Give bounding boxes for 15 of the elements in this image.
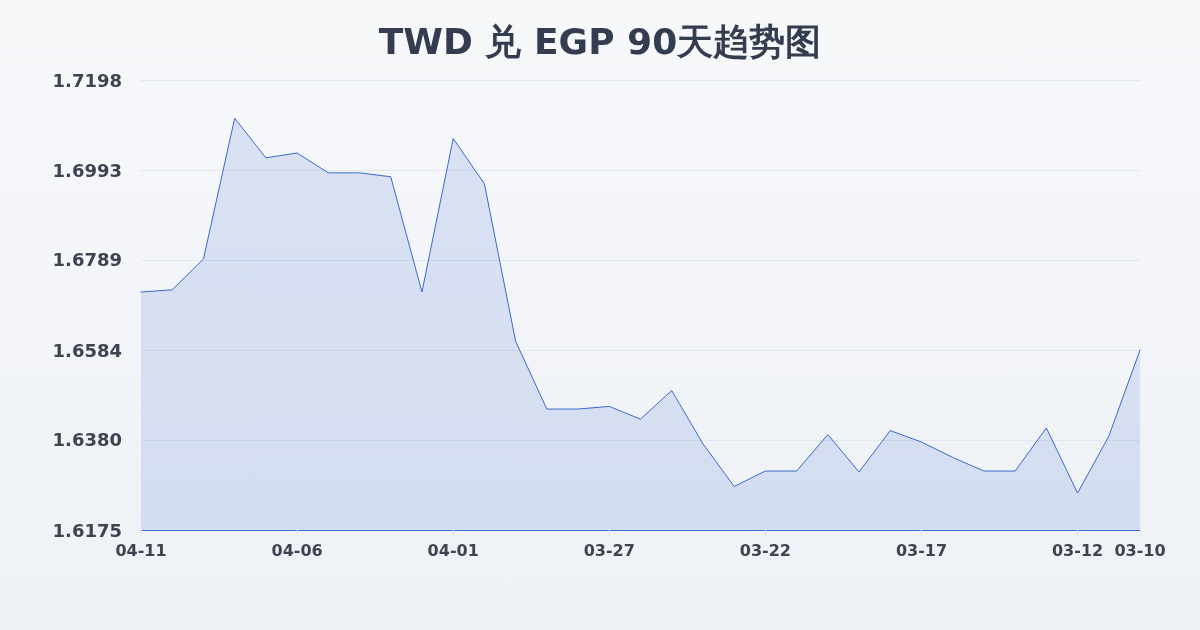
chart-title: TWD 兑 EGP 90天趋势图	[378, 20, 822, 62]
x-tick-label: 03-12	[1051, 540, 1104, 560]
x-tick-label: 04-06	[271, 540, 323, 560]
y-tick-label: 1.6175	[52, 519, 122, 541]
y-tick-label: 1.6789	[52, 249, 122, 271]
y-tick-label: 1.6584	[52, 339, 122, 361]
x-tick-label: 03-27	[583, 540, 635, 560]
x-tick-label: 03-10	[1114, 540, 1166, 560]
x-tick-label: 04-11	[115, 540, 167, 560]
y-tick-label: 1.6993	[52, 159, 122, 181]
y-tick-label: 1.7198	[52, 69, 122, 91]
y-tick-label: 1.6380	[52, 429, 122, 451]
x-tick-label: 03-22	[739, 540, 791, 560]
x-tick-label: 04-01	[427, 540, 479, 560]
x-tick-label: 03-17	[895, 540, 948, 560]
